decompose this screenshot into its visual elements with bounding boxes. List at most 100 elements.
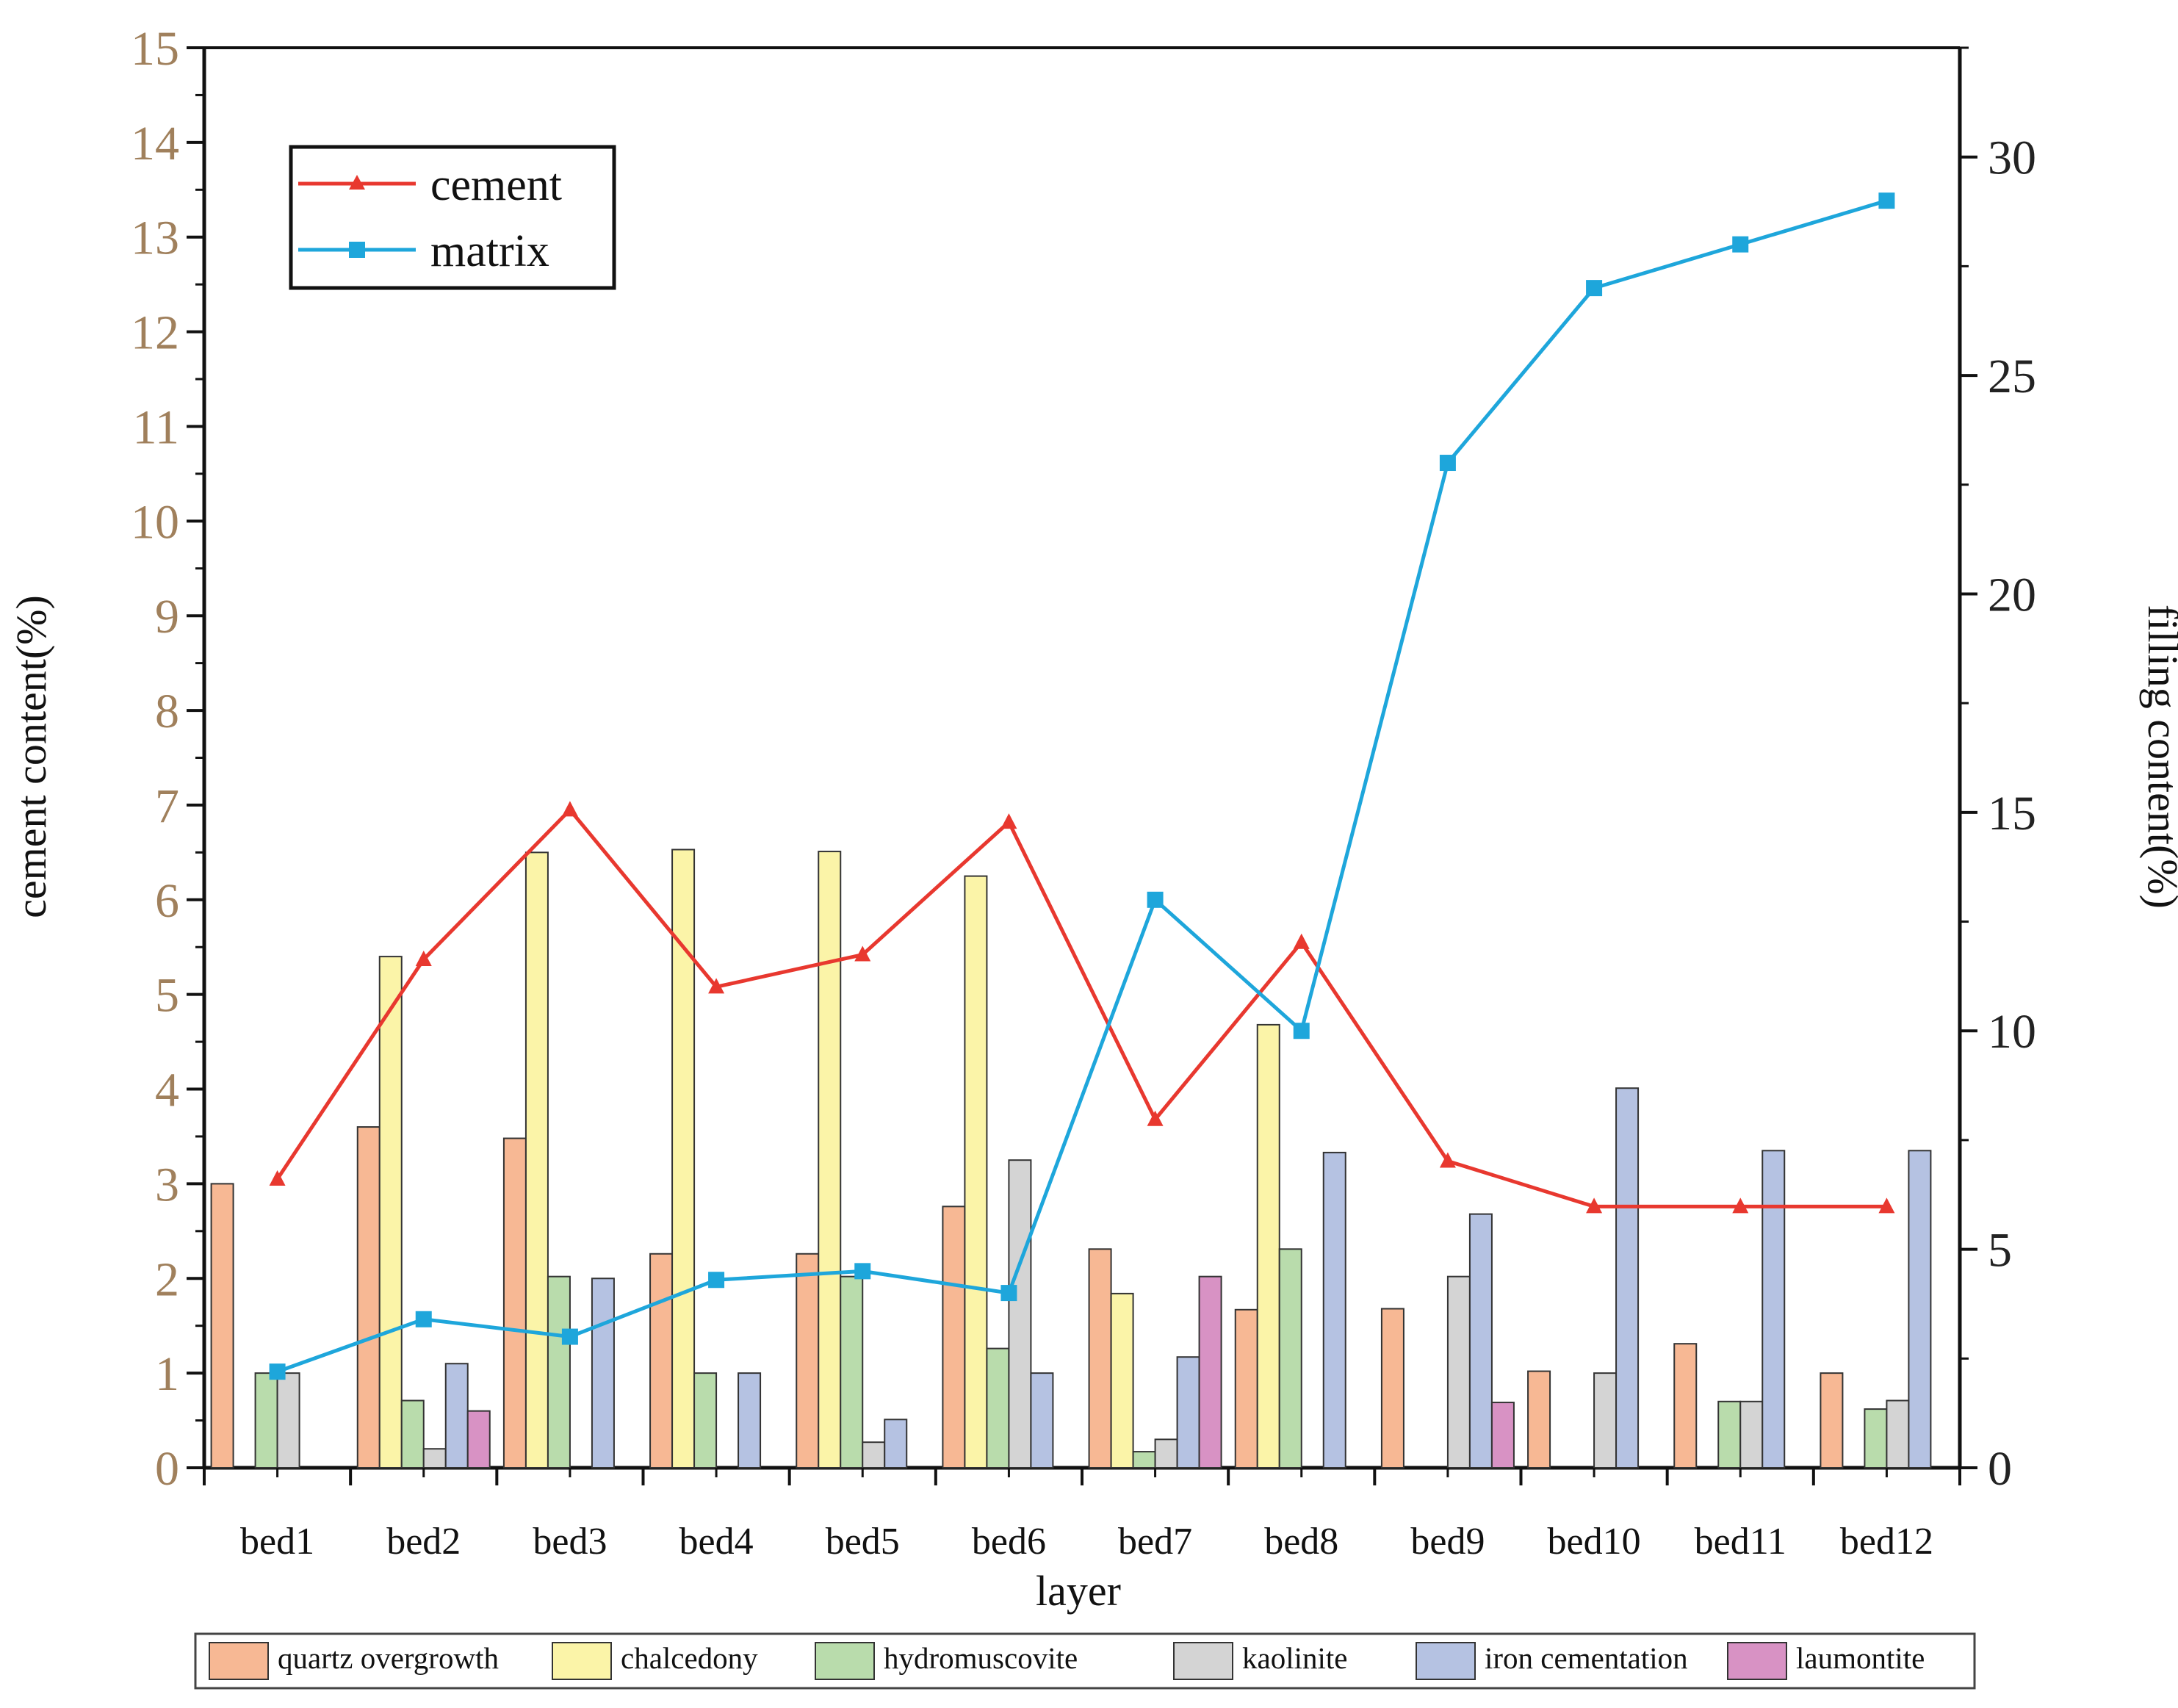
bar-kaolinite-bed5 [862,1441,886,1469]
y-right-tick-label: 20 [1988,568,2036,621]
bar-quartz-overgrowth-bed1 [210,1183,234,1469]
bar-hydromuscovite-bed12 [1864,1408,1888,1469]
point-matrix-bed6 [1000,1285,1017,1302]
point-cement-bed10 [1586,1197,1603,1214]
bar-legend-swatch-kaolinite [1173,1642,1233,1680]
line-cement [275,807,1887,1208]
bar-legend-swatch-hydromuscovite [815,1642,875,1680]
x-tick-label-bed2: bed2 [386,1521,461,1563]
bar-kaolinite-bed10 [1593,1372,1618,1469]
legend-matrix-label: matrix [430,226,549,276]
point-matrix-bed7 [1147,891,1164,908]
y-left-tick-label: 7 [155,779,179,833]
y-right-tick-label: 30 [1988,131,2036,185]
y-right-tick-label: 25 [1988,350,2036,403]
point-matrix-bed9 [1439,455,1456,472]
y-left-tick-label: 5 [155,969,179,1023]
x-tick-label-bed12: bed12 [1840,1521,1933,1563]
bar-legend-swatch-laumontite [1727,1642,1787,1680]
bar-hydromuscovite-bed6 [986,1347,1010,1469]
x-tick-label-bed1: bed1 [240,1521,314,1563]
y-axis-right-title: filling content(%) [2139,605,2178,909]
bar-hydromuscovite-bed3 [547,1275,571,1469]
point-matrix-bed2 [415,1311,432,1327]
bar-kaolinite-bed1 [276,1372,300,1469]
bar-hydromuscovite-bed4 [693,1372,718,1469]
point-matrix-bed4 [708,1272,725,1289]
bar-quartz-overgrowth-bed2 [356,1126,381,1469]
bar-kaolinite-bed11 [1739,1400,1764,1469]
line-matrix [276,198,1888,1374]
y-left-tick-label: 13 [131,212,179,265]
x-tick-label-bed3: bed3 [533,1521,607,1563]
y-left-tick-label: 1 [155,1347,179,1401]
point-matrix-bed12 [1878,192,1895,209]
x-tick-label-bed6: bed6 [972,1521,1046,1563]
bar-iron-cementation-bed2 [444,1363,469,1469]
bar-quartz-overgrowth-bed4 [649,1253,674,1469]
bar-kaolinite-bed2 [422,1448,447,1469]
bar-iron-cementation-bed3 [591,1278,615,1469]
y-right-tick-label: 0 [1988,1442,2012,1496]
bar-laumontite-bed9 [1490,1402,1515,1469]
point-cement-bed7 [1147,1110,1164,1126]
bar-iron-cementation-bed7 [1176,1356,1200,1469]
line-series-group [269,192,1895,1380]
bar-chalcedony-bed8 [1256,1023,1280,1469]
bar-chalcedony-bed6 [964,875,988,1469]
bar-iron-cementation-bed6 [1030,1372,1054,1469]
point-cement-bed9 [1439,1152,1456,1168]
bar-kaolinite-bed9 [1446,1275,1471,1469]
point-matrix-bed10 [1586,280,1603,297]
bar-hydromuscovite-bed8 [1278,1248,1302,1469]
bar-iron-cementation-bed8 [1322,1151,1346,1469]
bar-chalcedony-bed4 [671,848,696,1469]
bar-iron-cementation-bed11 [1761,1150,1786,1469]
bar-series-group [210,848,1932,1469]
bar-chalcedony-bed3 [524,851,549,1469]
y-left-tick-label: 9 [155,590,179,644]
y-axis-left-title: cement content(%) [7,595,55,918]
point-cement-bed12 [1878,1197,1895,1214]
bar-hydromuscovite-bed5 [840,1275,864,1469]
point-cement-bed5 [854,945,871,962]
bar-legend-swatch-chalcedony [552,1642,612,1680]
y-left-tick-label: 15 [131,22,179,76]
bar-iron-cementation-bed5 [884,1419,908,1469]
bar-legend: quartz overgrowth chalcedony hydromuscovit… [194,1632,1976,1690]
bar-kaolinite-bed7 [1154,1438,1178,1469]
bar-quartz-overgrowth-bed7 [1088,1248,1112,1469]
bar-legend-label-quartz-overgrowth: quartz overgrowth [278,1641,499,1675]
x-tick-label-bed9: bed9 [1410,1521,1485,1563]
point-matrix-bed3 [561,1328,578,1345]
bar-iron-cementation-bed10 [1615,1087,1640,1469]
point-cement-bed8 [1293,933,1310,949]
bar-quartz-overgrowth-bed11 [1673,1343,1698,1469]
legend-cement-label: cement [430,160,562,210]
line-legend: cement matrix [289,145,616,290]
y-right-tick-label: 10 [1988,1005,2036,1059]
y-right-tick-label: 5 [1988,1224,2012,1278]
bar-legend-label-laumontite: laumontite [1796,1641,1925,1675]
point-cement-bed11 [1732,1197,1749,1214]
bar-hydromuscovite-bed11 [1717,1400,1742,1469]
y-left-tick-label: 4 [155,1064,179,1117]
bar-legend-label-kaolinite: kaolinite [1242,1641,1347,1675]
y-left-tick-label: 3 [155,1158,179,1211]
line-legend-frame [289,145,616,290]
x-tick-label-bed7: bed7 [1118,1521,1192,1563]
y-left-tick-label: 0 [155,1442,179,1496]
bar-quartz-overgrowth-bed12 [1820,1372,1844,1469]
point-cement-bed4 [708,978,725,994]
bar-iron-cementation-bed9 [1468,1213,1493,1469]
bar-legend-swatch-quartz-overgrowth [209,1642,269,1680]
bar-iron-cementation-bed4 [738,1372,762,1469]
y-left-tick-label: 6 [155,874,179,928]
bar-kaolinite-bed12 [1886,1399,1910,1469]
point-matrix-bed8 [1293,1023,1310,1039]
x-tick-label-bed8: bed8 [1264,1521,1338,1563]
y-left-tick-label: 14 [131,117,179,170]
x-tick-label-bed4: bed4 [679,1521,754,1563]
